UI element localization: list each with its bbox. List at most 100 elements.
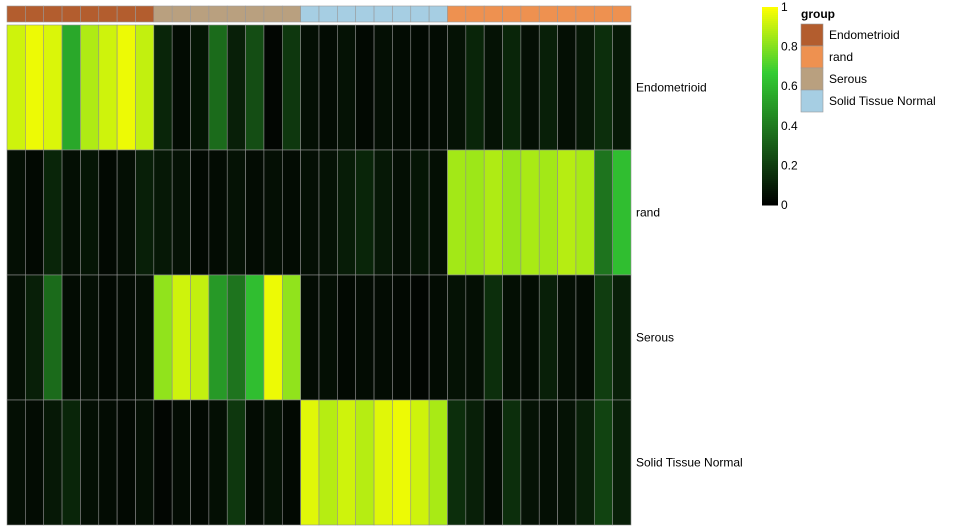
color-scale-step [762, 131, 778, 134]
heatmap-cell [483, 399, 503, 526]
color-scale-step [762, 87, 778, 90]
heatmap-cell [171, 274, 191, 401]
heatmap-cell [428, 24, 448, 151]
row-label: Serous [636, 331, 674, 345]
heatmap-cell [612, 274, 632, 401]
heatmap-cell [392, 24, 412, 151]
annotation-cell [116, 5, 136, 23]
color-scale-step [762, 137, 778, 140]
color-scale-tick-label: 0.4 [781, 119, 798, 133]
color-scale-step [762, 165, 778, 168]
heatmap-cell [171, 149, 191, 276]
heatmap-cell [226, 24, 246, 151]
annotation-cell [25, 5, 45, 23]
color-scale-step [762, 97, 778, 100]
color-scale-step [762, 197, 778, 200]
annotation-cell [153, 5, 173, 23]
color-scale-step [762, 57, 778, 60]
color-scale-step [762, 85, 778, 88]
heatmap-cell [575, 149, 595, 276]
heatmap-cell [318, 24, 338, 151]
color-scale-tick-label: 0.6 [781, 79, 798, 93]
color-scale-tick-label: 0.2 [781, 158, 798, 172]
color-scale-step [762, 191, 778, 194]
heatmap-cell [98, 399, 118, 526]
color-scale-step [762, 203, 778, 206]
color-scale-step [762, 43, 778, 46]
annotation-cell [557, 5, 577, 23]
color-scale-step [762, 169, 778, 172]
color-scale-step [762, 89, 778, 92]
heatmap-cell [43, 399, 63, 526]
heatmap-cell [208, 399, 228, 526]
color-scale-step [762, 199, 778, 202]
heatmap-cell [373, 399, 393, 526]
heatmap-cell [80, 24, 100, 151]
heatmap-cell [575, 274, 595, 401]
heatmap-cell [447, 149, 467, 276]
heatmap-cell [465, 274, 485, 401]
color-scale-step [762, 55, 778, 58]
heatmap-cell [355, 149, 375, 276]
color-scale-step [762, 151, 778, 154]
heatmap-cell [447, 24, 467, 151]
heatmap-cell [410, 149, 430, 276]
color-scale-step [762, 123, 778, 126]
color-scale-step [762, 125, 778, 128]
annotation-cell [171, 5, 191, 23]
heatmap-cell [226, 274, 246, 401]
annotation-cell [612, 5, 632, 23]
color-scale-step [762, 109, 778, 112]
color-scale-step [762, 119, 778, 122]
color-scale-step [762, 95, 778, 98]
color-scale-step [762, 93, 778, 96]
heatmap-cell [557, 24, 577, 151]
annotation-cell [226, 5, 246, 23]
color-scale-legend: 0 0.2 0.4 0.6 0.8 1 [762, 0, 798, 212]
heatmap-cell [318, 149, 338, 276]
color-scale-step [762, 31, 778, 34]
heatmap-cell [6, 149, 26, 276]
heatmap-cell [171, 24, 191, 151]
annotation-cell [428, 5, 448, 23]
color-scale-step [762, 45, 778, 48]
heatmap-cell [520, 24, 540, 151]
heatmap-cell [575, 399, 595, 526]
heatmap-cell [208, 149, 228, 276]
heatmap-cell [575, 24, 595, 151]
heatmap-cell [226, 149, 246, 276]
group-legend-swatch [800, 89, 824, 113]
heatmap-cell [61, 149, 81, 276]
color-scale-step [762, 155, 778, 158]
heatmap-cell [116, 149, 136, 276]
color-scale-step [762, 167, 778, 170]
heatmap-cell [337, 24, 357, 151]
color-scale-step [762, 25, 778, 28]
heatmap-cell [98, 149, 118, 276]
heatmap-cell [373, 274, 393, 401]
color-scale-step [762, 53, 778, 56]
heatmap-cell [61, 399, 81, 526]
heatmap-cell [410, 24, 430, 151]
annotation-cell [502, 5, 522, 23]
heatmap-cell [612, 149, 632, 276]
color-scale-step [762, 139, 778, 142]
color-scale-step [762, 99, 778, 102]
heatmap-cell [612, 24, 632, 151]
color-scale-step [762, 141, 778, 144]
heatmap-cell [116, 399, 136, 526]
annotation-cell [245, 5, 265, 23]
heatmap-cell [281, 24, 301, 151]
color-scale-step [762, 7, 778, 10]
color-scale-step [762, 69, 778, 72]
color-scale-step [762, 77, 778, 80]
color-scale-step [762, 39, 778, 42]
heatmap-cell [245, 399, 265, 526]
color-scale-step [762, 75, 778, 78]
heatmap-cell [245, 274, 265, 401]
heatmap-cell [447, 274, 467, 401]
color-scale-step [762, 133, 778, 136]
group-legend-label: Endometrioid [829, 28, 900, 42]
annotation-cell [410, 5, 430, 23]
